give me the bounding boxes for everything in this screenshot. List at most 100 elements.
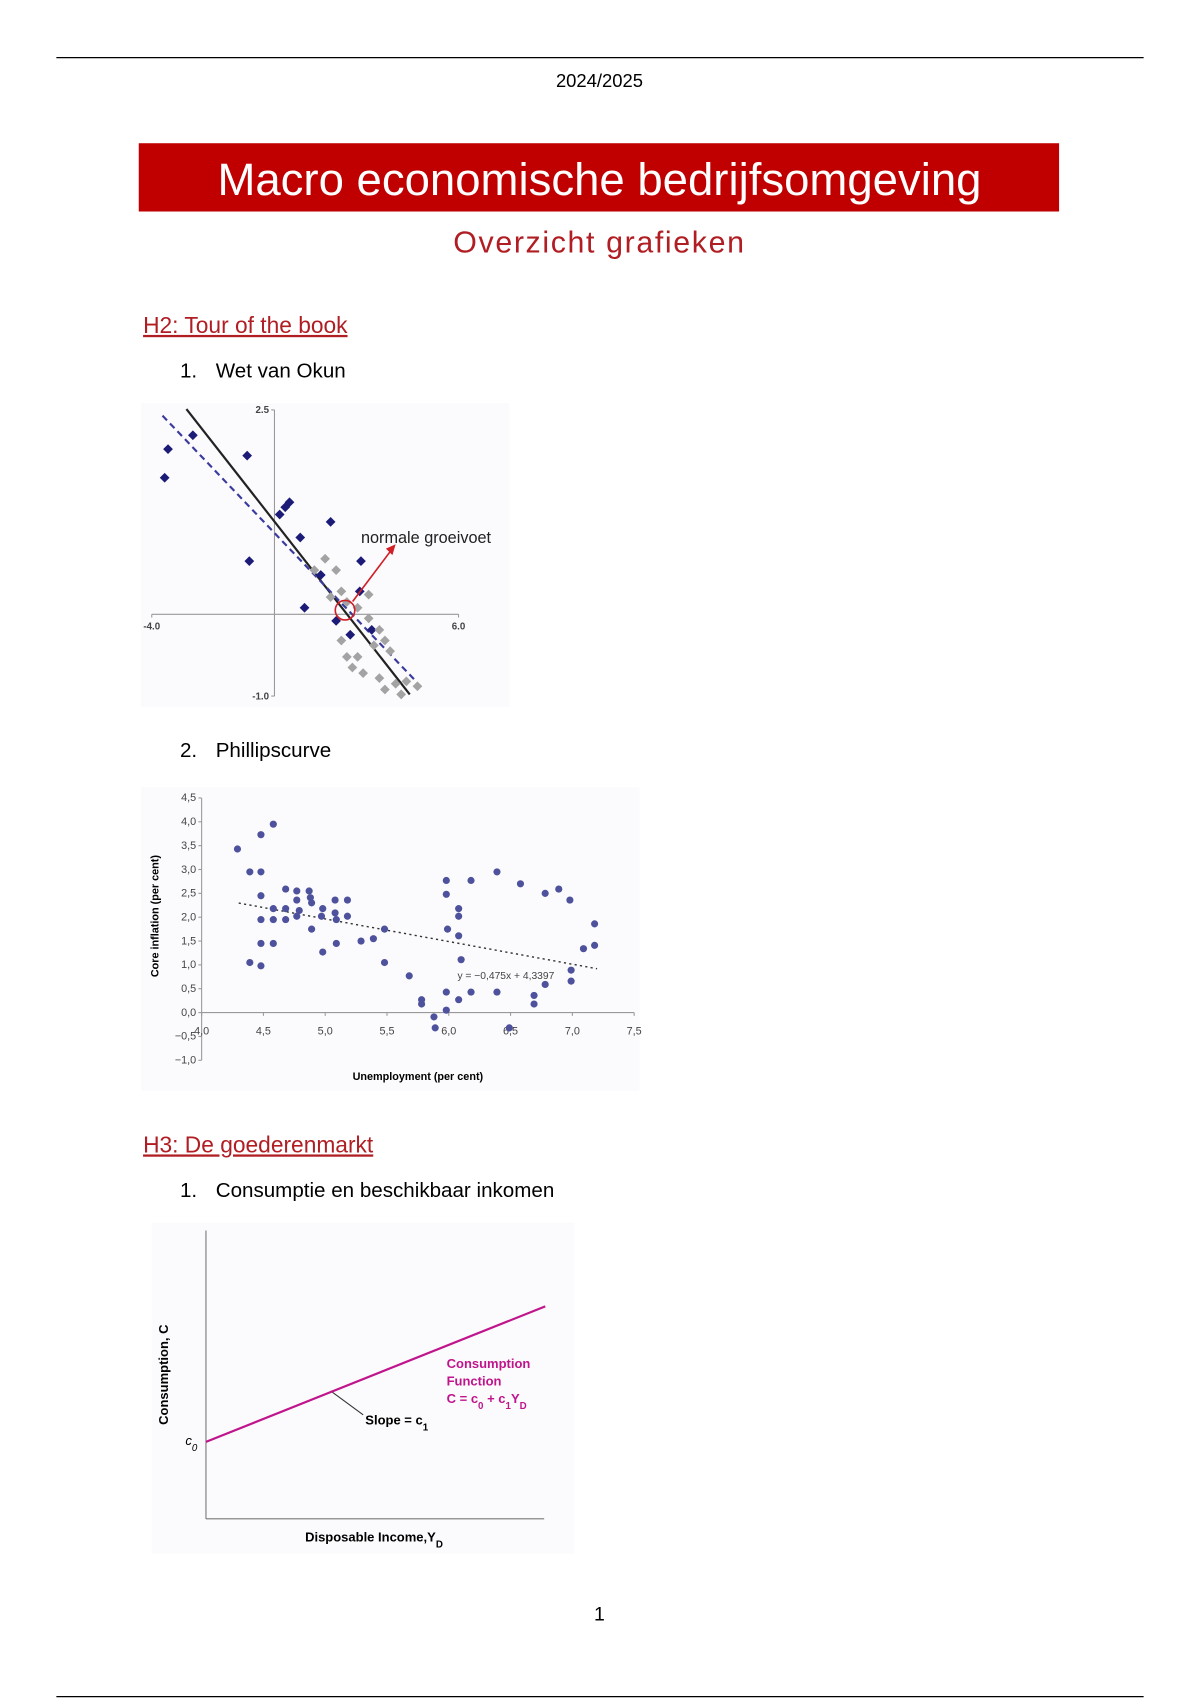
subtitle: Overzicht grafieken (453, 227, 745, 260)
x-tick-label: 5,5 (379, 1025, 394, 1037)
point (309, 565, 320, 576)
point (442, 1006, 450, 1014)
point (442, 876, 450, 885)
point (418, 1000, 426, 1008)
point (405, 972, 413, 980)
text-run: Disposable Income,Y (305, 1530, 436, 1545)
point (430, 1013, 438, 1021)
point (341, 597, 352, 607)
point (363, 613, 374, 624)
point (319, 905, 327, 913)
function-label: Consumption (447, 1356, 531, 1371)
y-tick-label: 4,5 (181, 792, 196, 804)
point (336, 586, 347, 597)
point (315, 570, 326, 580)
text-run: Function (447, 1374, 502, 1389)
text-run: C = c (447, 1391, 478, 1406)
point (380, 684, 390, 695)
point (380, 635, 390, 646)
y-tick-label: −0,5 (175, 1031, 196, 1043)
point (401, 676, 412, 687)
point (374, 673, 385, 683)
point (282, 916, 290, 924)
x-axis-label: Unemployment (per cent) (353, 1071, 484, 1083)
point (319, 948, 327, 956)
point (269, 820, 277, 828)
y-tick-label: 2,0 (181, 911, 196, 923)
point (257, 831, 265, 839)
point (369, 935, 377, 943)
item-label: Consumptie en beschikbaar inkomen (216, 1179, 555, 1202)
point (380, 958, 389, 967)
point (293, 887, 301, 895)
text-run: c (185, 1433, 192, 1448)
subscript: 1 (506, 1400, 512, 1411)
slope-pointer (330, 1390, 364, 1416)
page-number: 1 (594, 1604, 605, 1626)
point (352, 651, 363, 662)
title-banner (138, 143, 1060, 212)
point (530, 1000, 538, 1008)
point (530, 991, 538, 1000)
point (308, 899, 316, 907)
x-tick-label: 5,0 (318, 1025, 333, 1037)
point (455, 932, 463, 940)
point (363, 589, 374, 600)
point (325, 517, 336, 527)
annotation-circle (334, 599, 356, 621)
y-tick-label: 0,5 (181, 983, 196, 995)
title: Macro economische bedrijfsomgeving (217, 154, 981, 205)
point (516, 880, 525, 888)
x-tick-label: 6,0 (441, 1025, 456, 1037)
point (293, 912, 301, 920)
text-run: Y (511, 1391, 520, 1406)
point (293, 896, 301, 904)
point (299, 602, 310, 613)
y-tick-label: 1,5 (181, 935, 196, 947)
point (343, 912, 352, 920)
point (257, 939, 265, 948)
chart-background (140, 787, 640, 1091)
point (331, 909, 339, 917)
y-tick-label: 2.5 (255, 405, 269, 416)
point (343, 896, 352, 904)
point (358, 668, 369, 679)
phillips-chart: 4,0 4,5 5,0 5,5 6,0 6,5 7,0 7,5−1,0−0,50,00,51,… (149, 792, 641, 1083)
point (567, 966, 575, 974)
point (555, 885, 563, 893)
annotation-arrow (351, 548, 394, 603)
point (246, 958, 254, 967)
y-tick-label: 2,5 (181, 888, 196, 900)
header-date: 2024/2025 (556, 70, 643, 91)
point (325, 592, 336, 603)
point (284, 497, 295, 508)
point (269, 916, 277, 924)
point (396, 689, 407, 700)
point (368, 640, 379, 651)
point (246, 868, 254, 876)
y-tick-label: -1.0 (252, 691, 269, 702)
point (493, 868, 501, 876)
point (567, 977, 575, 985)
point (455, 905, 463, 913)
arrow-head (385, 544, 396, 556)
y-tick-label: 1,0 (181, 959, 196, 971)
y-tick-label: 0,0 (181, 1007, 196, 1019)
section-heading: H3: De goederenmarkt (143, 1131, 374, 1157)
point (332, 939, 340, 948)
subscript: 0 (478, 1400, 484, 1411)
point (431, 1024, 439, 1032)
point (505, 1024, 513, 1032)
point (467, 988, 475, 996)
point (390, 678, 401, 689)
point (357, 937, 365, 945)
item-number: 2. (180, 739, 197, 762)
chart-background (151, 1222, 575, 1554)
point (282, 885, 290, 893)
function-label: C = c0 + c1YD (447, 1391, 527, 1412)
point (317, 912, 326, 920)
y-tick-label: 3,0 (181, 864, 196, 876)
x-tick-label: 7,0 (565, 1025, 580, 1037)
text-run: Consumption, C (156, 1324, 171, 1425)
